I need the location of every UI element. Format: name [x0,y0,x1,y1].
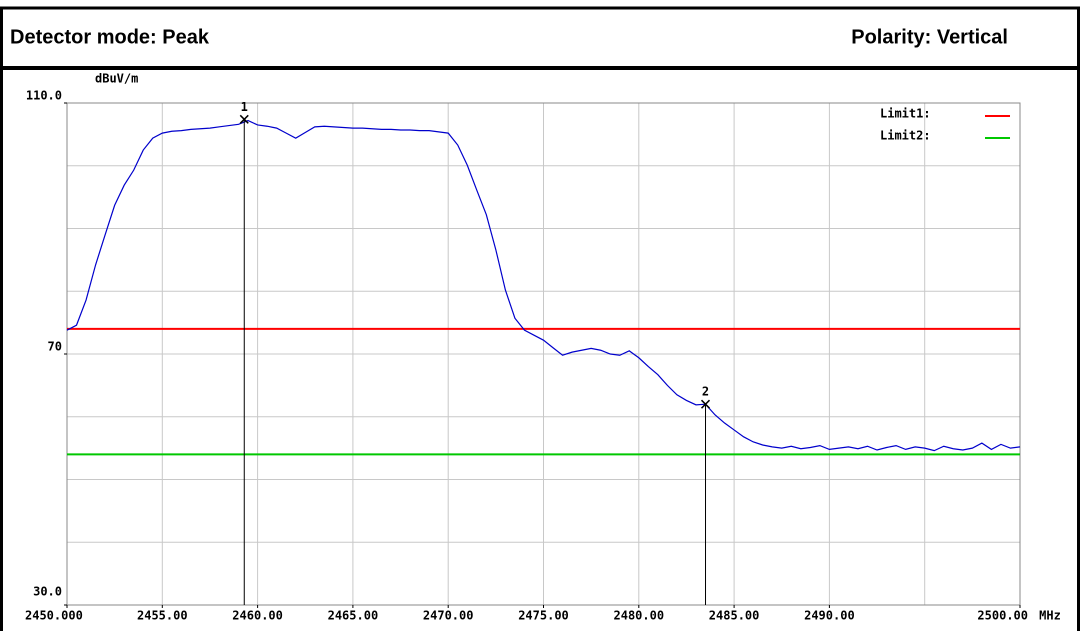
marker-label: 1 [241,100,248,114]
x-tick-label: 2490.00 [804,609,855,623]
x-tick-label: 2455.00 [137,609,188,623]
y-tick-label: 110.0 [26,89,62,103]
x-tick-label: 2470.00 [423,609,474,623]
x-tick-label: 2500.00 [977,609,1028,623]
y-unit: dBuV/m [95,72,138,86]
trace [66,119,1021,452]
x-unit: MHz [1039,609,1061,623]
polarity: Polarity: Vertical [851,26,1008,48]
legend-label: Limit2: [880,129,931,143]
legend-label: Limit1: [880,107,931,121]
marker-label: 2 [702,385,709,399]
x-tick-label: 2450.000 [25,609,83,623]
x-tick-label: 2460.00 [232,609,283,623]
x-tick-label: 2480.00 [614,609,665,623]
x-tick-label: 2465.00 [328,609,379,623]
marker-point [239,114,249,124]
outer-frame [0,6,1080,636]
y-tick-label: 30.0 [33,585,62,599]
marker-point [700,399,711,409]
y-tick-label: 70 [48,340,62,354]
detector-mode: Detector mode: Peak [10,26,210,48]
x-tick-label: 2485.00 [709,609,760,623]
x-tick-label: 2475.00 [518,609,569,623]
